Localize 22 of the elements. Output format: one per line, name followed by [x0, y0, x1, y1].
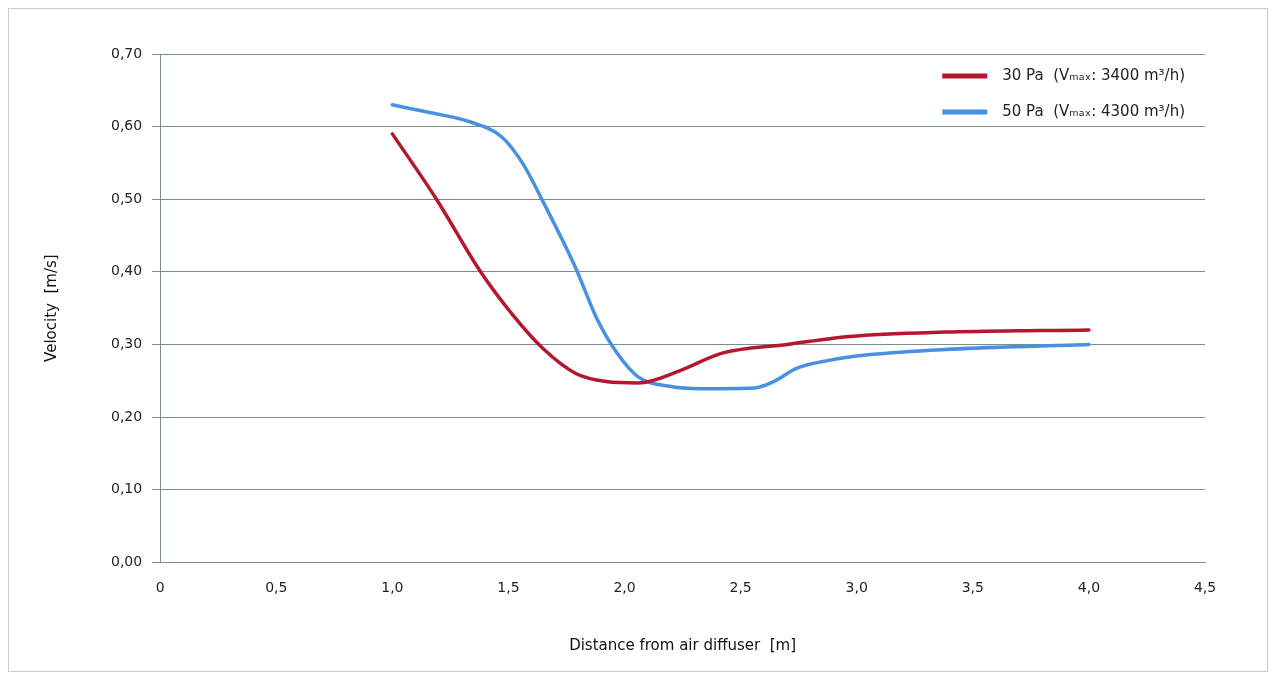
y-tick-label: 0,10 [111, 480, 143, 497]
x-tick-label: 4,0 [1077, 579, 1101, 596]
y-tick-label: 0,00 [111, 552, 143, 569]
y-tick-label: 0,60 [111, 117, 143, 134]
y-tick-label: 0,20 [111, 407, 143, 424]
x-tick-label: 3,5 [961, 579, 984, 596]
x-tick-label: 2,5 [729, 579, 752, 596]
y-axis-title: Velocity [m/s] [41, 254, 60, 362]
legend-label: 50 Pa (Vₘₐₓ: 4300 m³/h) [1002, 101, 1185, 120]
x-tick-label: 2,0 [613, 579, 636, 596]
x-tick-label: 3,0 [845, 579, 868, 596]
x-tick-label: 0,5 [265, 579, 288, 596]
x-tick-label: 4,5 [1193, 579, 1217, 596]
x-tick-label: 0 [155, 579, 165, 596]
y-tick-label: 0,50 [111, 189, 143, 206]
y-tick-label: 0,40 [111, 262, 143, 279]
y-tick-label: 0,70 [111, 44, 143, 61]
x-axis-title: Distance from air diffuser [m] [569, 635, 797, 654]
x-tick-label: 1,5 [497, 579, 520, 596]
y-tick-label: 0,30 [111, 335, 143, 352]
legend-label: 30 Pa (Vₘₐₓ: 3400 m³/h) [1002, 65, 1185, 84]
x-tick-label: 1,0 [381, 579, 404, 596]
